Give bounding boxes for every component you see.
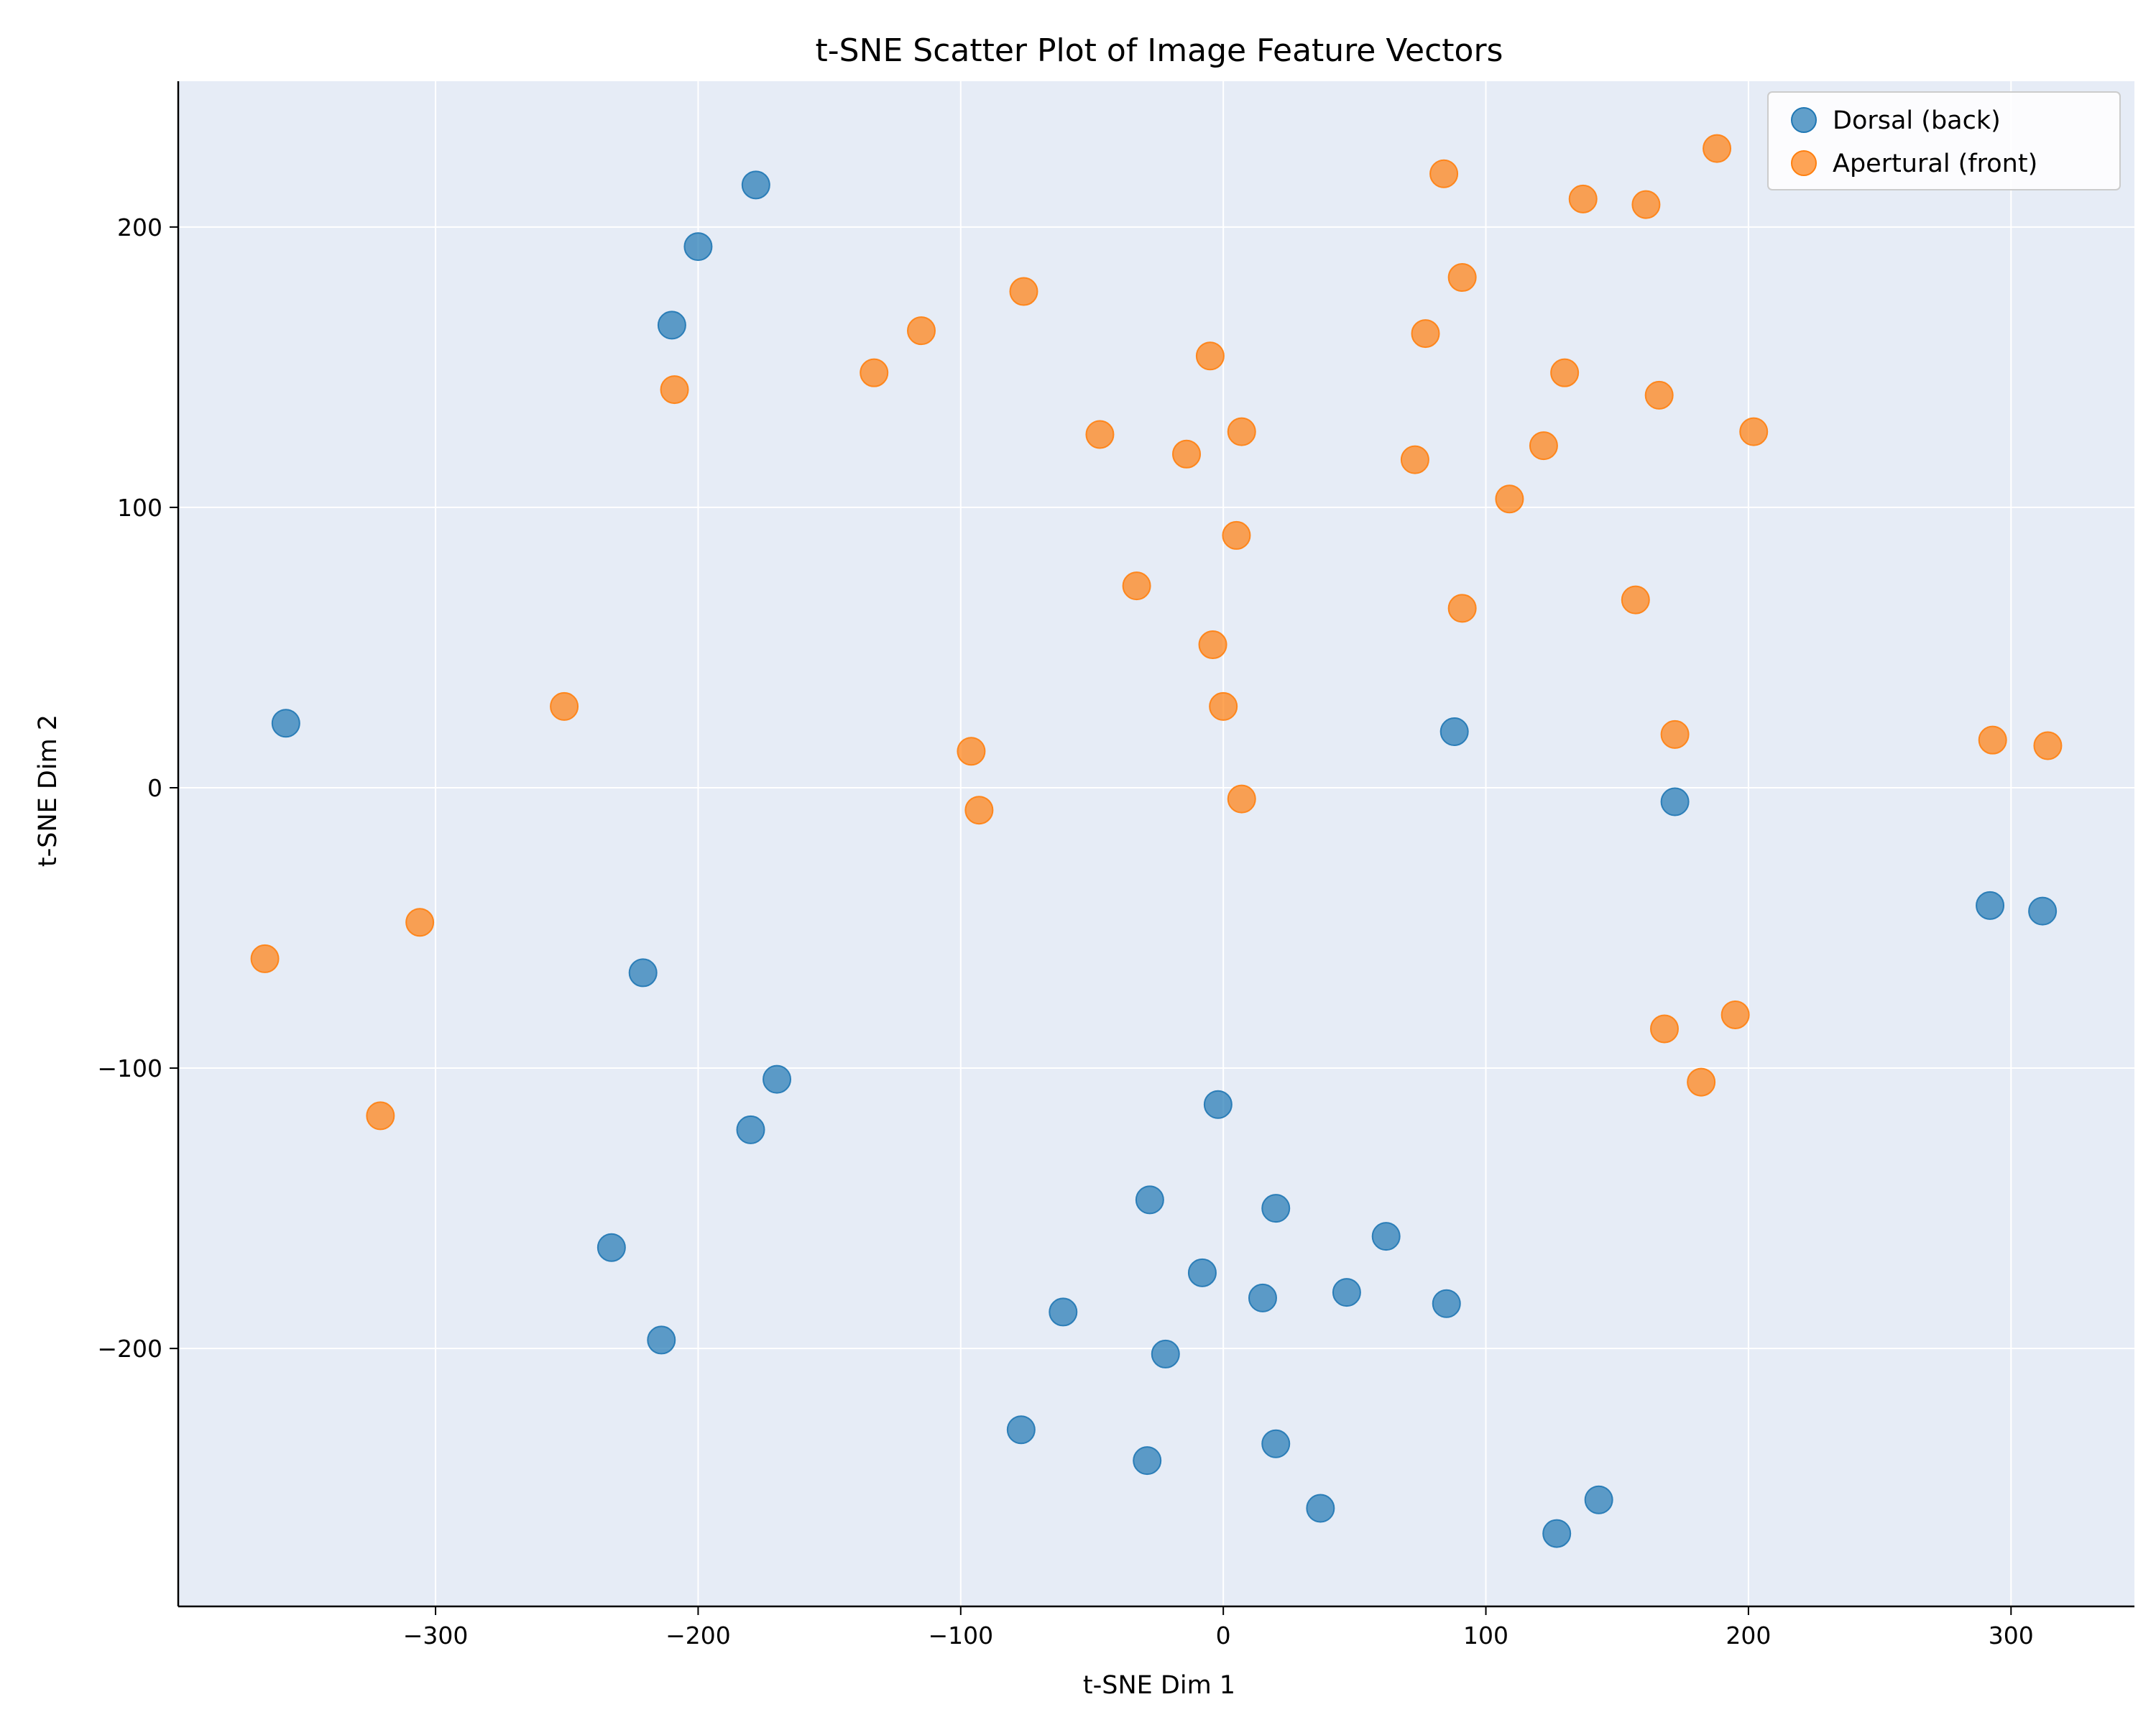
data-point (1432, 1289, 1461, 1318)
x-tick-label: −200 (665, 1622, 731, 1650)
data-point (1568, 184, 1598, 213)
data-point (1447, 594, 1477, 623)
data-point (1151, 1339, 1180, 1368)
tick-labels: −300 −200 −100 0 100 200 300 −200 −100 0 100 200 (97, 213, 2033, 1650)
data-point (1122, 571, 1151, 601)
data-point (1447, 263, 1477, 293)
x-axis-label: t-SNE Dim 1 (1083, 1671, 1235, 1700)
data-point (1976, 891, 2005, 920)
grid-lines (178, 81, 2134, 1606)
data-point (1621, 585, 1650, 615)
data-point (1660, 787, 1690, 816)
data-point (763, 1064, 792, 1094)
data-point (1198, 630, 1227, 660)
data-point (1135, 1185, 1164, 1215)
data-point (1660, 719, 1690, 749)
data-point (1631, 190, 1661, 219)
data-point (1172, 439, 1202, 469)
data-point (964, 796, 994, 825)
x-tick-label: 100 (1463, 1622, 1508, 1650)
data-point (741, 170, 770, 200)
series-1 (250, 134, 2063, 1131)
data-point (1720, 1000, 1750, 1029)
x-tick-label: 300 (1989, 1622, 2034, 1650)
data-point (1195, 341, 1225, 371)
legend-marker-apertural (1791, 150, 1817, 176)
data-point (1550, 358, 1580, 387)
axes (170, 81, 2134, 1615)
data-point (1644, 380, 1674, 410)
data-point (1006, 1415, 1036, 1445)
data-point (1085, 420, 1115, 449)
data-point (1203, 1090, 1233, 1119)
data-point (1978, 725, 2007, 755)
data-point (1542, 1519, 1572, 1548)
y-tick-label: 200 (117, 213, 162, 242)
data-point (1133, 1446, 1162, 1476)
data-point (1222, 520, 1251, 550)
data-point (1687, 1067, 1716, 1097)
data-point (683, 232, 713, 262)
data-point (1248, 1283, 1277, 1312)
data-point (1261, 1194, 1291, 1223)
y-tick-label: −200 (97, 1335, 162, 1363)
data-point (1649, 1014, 1679, 1044)
data-point (957, 737, 986, 766)
data-point (2028, 896, 2058, 926)
data-point (1584, 1485, 1613, 1514)
x-tick-label: −300 (403, 1622, 469, 1650)
data-point (1400, 445, 1429, 474)
series-0 (271, 170, 2058, 1548)
y-tick-label: −100 (97, 1054, 162, 1082)
data-point (1411, 319, 1440, 349)
plot-background (178, 81, 2134, 1606)
data-point (366, 1101, 395, 1131)
data-point (405, 908, 435, 937)
data-point (736, 1115, 765, 1144)
legend-label-dorsal: Dorsal (back) (1833, 106, 2001, 135)
data-point (906, 316, 936, 346)
x-tick-label: 0 (1216, 1622, 1231, 1650)
data-point (1049, 1297, 1078, 1327)
data-point (1495, 484, 1524, 514)
data-point (1209, 691, 1238, 721)
data-point (550, 691, 579, 721)
data-point (1439, 717, 1469, 746)
data-point (596, 1233, 626, 1262)
data-point (1371, 1222, 1401, 1251)
legend-label-apertural: Apertural (front) (1833, 150, 2037, 178)
data-point (628, 958, 658, 988)
legend-marker-dorsal (1791, 107, 1817, 133)
y-tick-label: 0 (147, 774, 162, 802)
data-point (1227, 417, 1256, 446)
data-point (657, 310, 686, 340)
legend: Dorsal (back) Apertural (front) (1767, 91, 2121, 190)
data-point (1429, 159, 1459, 188)
data-point (647, 1325, 676, 1355)
data-point (1703, 134, 1732, 163)
y-tick-label: 100 (117, 494, 162, 522)
data-point (250, 944, 280, 973)
data-point (860, 358, 889, 387)
x-tick-label: 200 (1726, 1622, 1771, 1650)
data-point (271, 709, 300, 738)
data-point (1227, 784, 1256, 814)
data-point (660, 375, 689, 405)
y-axis-label: t-SNE Dim 2 (34, 714, 63, 867)
data-point (2033, 731, 2063, 760)
data-point (1009, 277, 1038, 306)
chart-title: t-SNE Scatter Plot of Image Feature Vect… (816, 32, 1503, 69)
data-points (250, 134, 2063, 1548)
x-tick-label: −100 (928, 1622, 993, 1650)
data-point (1187, 1258, 1217, 1287)
data-point (1739, 417, 1769, 446)
data-point (1306, 1494, 1335, 1523)
data-point (1261, 1429, 1291, 1458)
legend-box (1767, 91, 2121, 190)
data-point (1332, 1278, 1361, 1307)
data-point (1529, 431, 1558, 461)
